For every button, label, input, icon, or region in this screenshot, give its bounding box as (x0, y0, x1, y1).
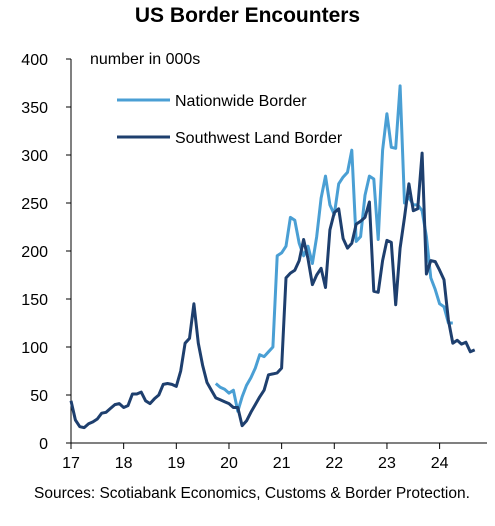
legend: Nationwide Border Southwest Land Border (117, 93, 343, 147)
y-tick-label: 400 (21, 52, 48, 69)
x-axis: 17 18 19 20 21 22 23 24 (62, 442, 487, 472)
x-tick-label: 19 (167, 455, 185, 472)
y-tick-label: 300 (21, 148, 48, 165)
y-tick-label: 0 (39, 436, 48, 453)
series-line-1 (69, 151, 476, 430)
x-tick-label: 23 (378, 455, 396, 472)
x-tick-label: 22 (325, 455, 343, 472)
y-tick-label: 150 (21, 292, 48, 309)
y-axis: 0 50 100 150 200 250 300 350 400 (21, 52, 72, 453)
legend-label: Nationwide Border (175, 93, 307, 110)
x-tick-label: 18 (115, 455, 133, 472)
y-tick-label: 200 (21, 244, 48, 261)
legend-label: Southwest Land Border (175, 130, 343, 147)
x-tick-label: 17 (62, 455, 80, 472)
y-tick-label: 100 (21, 340, 48, 357)
x-tick-label: 20 (220, 455, 238, 472)
source-note: Sources: Scotiabank Economics, Customs &… (34, 485, 470, 502)
chart-title: US Border Encounters (134, 4, 361, 27)
chart-plot: 0 50 100 150 200 250 300 350 400 17 18 19 20 21 22 23 2… (21, 51, 487, 472)
y-tick-label: 350 (21, 100, 48, 117)
x-tick-label: 24 (431, 455, 449, 472)
x-tick-label: 21 (273, 455, 291, 472)
y-tick-label: 50 (30, 388, 48, 405)
y-tick-label: 250 (21, 196, 48, 213)
series-layer (69, 84, 476, 430)
units-annotation: number in 000s (90, 51, 200, 68)
